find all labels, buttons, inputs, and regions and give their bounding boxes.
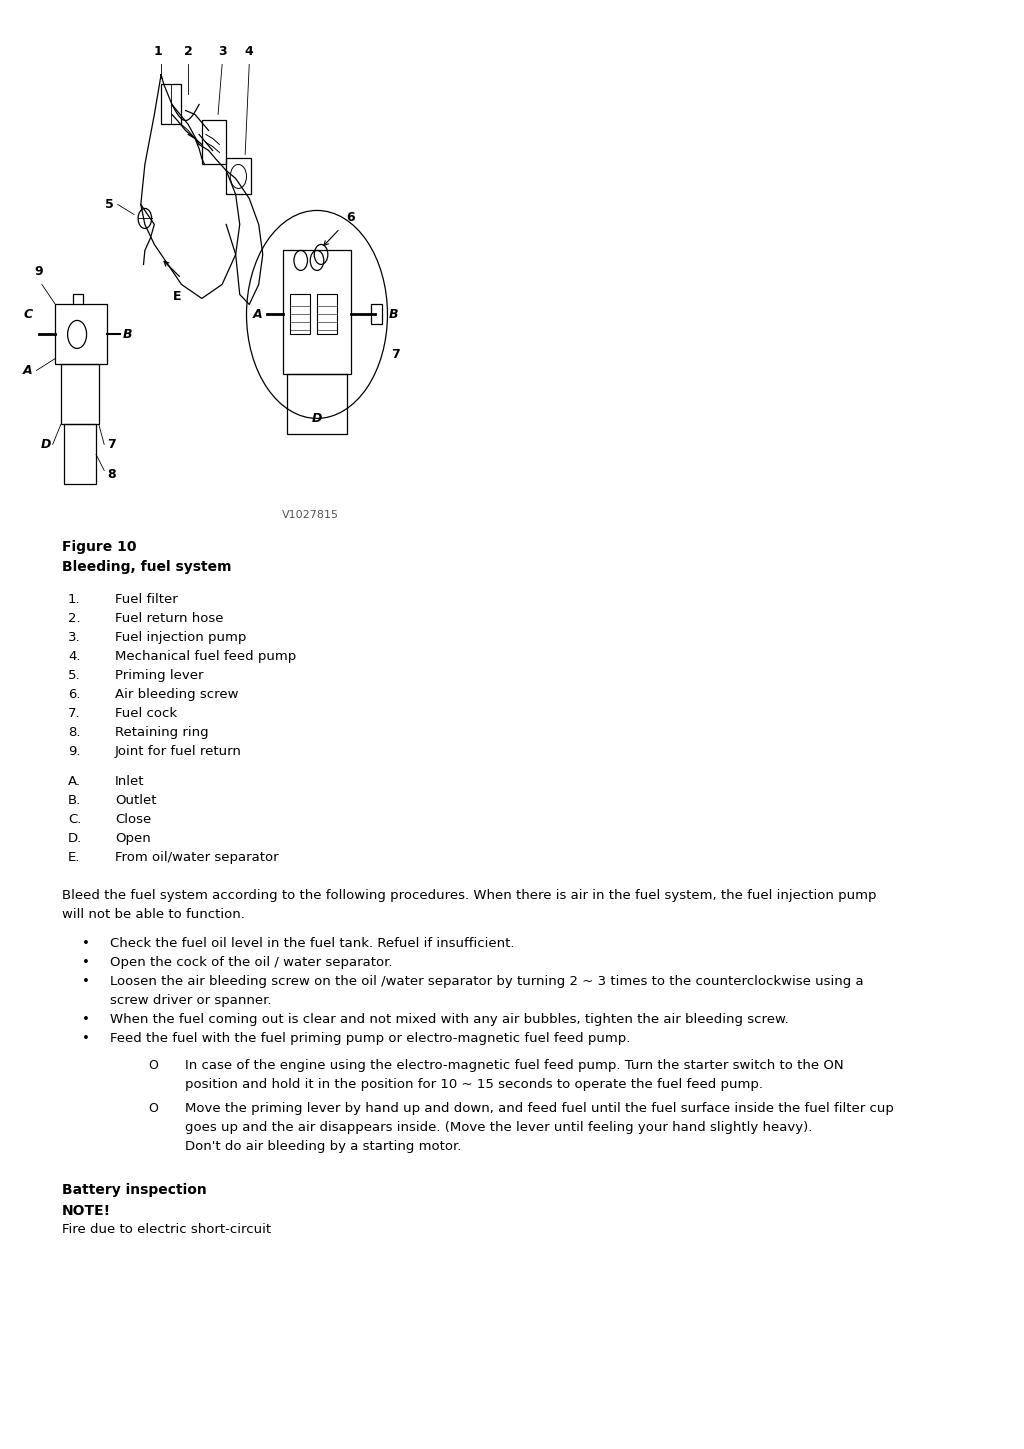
Text: screw driver or spanner.: screw driver or spanner.: [110, 994, 271, 1007]
Text: Close: Close: [115, 813, 152, 826]
Bar: [55, 304, 106, 364]
Text: Bleed the fuel system according to the following procedures. When there is air i: Bleed the fuel system according to the f…: [62, 890, 877, 903]
Text: 6: 6: [346, 212, 355, 225]
Text: O: O: [148, 1103, 158, 1116]
Text: •: •: [82, 956, 90, 969]
Bar: [290, 294, 310, 335]
Text: O: O: [148, 1059, 158, 1072]
Text: 9: 9: [35, 265, 43, 278]
Bar: [283, 251, 351, 374]
Text: In case of the engine using the electro-magnetic fuel feed pump. Turn the starte: In case of the engine using the electro-…: [185, 1059, 844, 1072]
Text: C.: C.: [68, 813, 81, 826]
Text: D.: D.: [68, 832, 82, 845]
Text: 7.: 7.: [68, 707, 81, 720]
Text: D: D: [41, 438, 51, 451]
Text: Battery inspection: Battery inspection: [62, 1184, 207, 1197]
Text: A: A: [253, 309, 263, 320]
Text: •: •: [82, 1013, 90, 1026]
Text: E.: E.: [68, 852, 80, 865]
Text: 8: 8: [106, 468, 116, 481]
Text: 5: 5: [105, 199, 114, 212]
Text: Priming lever: Priming lever: [115, 669, 204, 682]
Text: B: B: [389, 309, 398, 320]
Text: D: D: [311, 412, 323, 425]
Bar: [226, 158, 251, 194]
Text: 1.: 1.: [68, 593, 81, 606]
Text: Fuel cock: Fuel cock: [115, 707, 177, 720]
Text: Inlet: Inlet: [115, 775, 144, 788]
Text: Open the cock of the oil / water separator.: Open the cock of the oil / water separat…: [110, 956, 392, 969]
Text: Fuel return hose: Fuel return hose: [115, 611, 223, 625]
Text: Move the priming lever by hand up and down, and feed fuel until the fuel surface: Move the priming lever by hand up and do…: [185, 1103, 894, 1116]
Text: Joint for fuel return: Joint for fuel return: [115, 745, 242, 758]
Text: 3.: 3.: [68, 630, 81, 643]
Text: goes up and the air disappears inside. (Move the lever until feeling your hand s: goes up and the air disappears inside. (…: [185, 1122, 812, 1135]
Text: Air bleeding screw: Air bleeding screw: [115, 688, 239, 701]
Bar: [202, 120, 226, 164]
Text: 7: 7: [391, 348, 400, 361]
Bar: [317, 294, 337, 335]
Text: Retaining ring: Retaining ring: [115, 726, 209, 739]
Text: When the fuel coming out is clear and not mixed with any air bubbles, tighten th: When the fuel coming out is clear and no…: [110, 1013, 788, 1026]
Text: 2: 2: [184, 45, 193, 58]
Text: will not be able to function.: will not be able to function.: [62, 909, 245, 922]
Text: Check the fuel oil level in the fuel tank. Refuel if insufficient.: Check the fuel oil level in the fuel tan…: [110, 938, 514, 951]
Text: Bleeding, fuel system: Bleeding, fuel system: [62, 559, 231, 574]
Text: Feed the fuel with the fuel priming pump or electro-magnetic fuel feed pump.: Feed the fuel with the fuel priming pump…: [110, 1032, 631, 1045]
Text: 8.: 8.: [68, 726, 81, 739]
Text: 6.: 6.: [68, 688, 81, 701]
Text: 4.: 4.: [68, 651, 81, 664]
Text: From oil/water separator: From oil/water separator: [115, 852, 279, 865]
Text: Outlet: Outlet: [115, 794, 157, 807]
Text: 4: 4: [245, 45, 254, 58]
Text: Fuel injection pump: Fuel injection pump: [115, 630, 247, 643]
Bar: [60, 365, 98, 425]
Text: 7: 7: [106, 438, 116, 451]
Text: •: •: [82, 938, 90, 951]
Text: E: E: [173, 290, 181, 303]
Text: 9.: 9.: [68, 745, 81, 758]
Bar: [287, 374, 347, 435]
Text: Don't do air bleeding by a starting motor.: Don't do air bleeding by a starting moto…: [185, 1140, 462, 1153]
Text: NOTE!: NOTE!: [62, 1204, 112, 1219]
Text: B: B: [123, 327, 133, 341]
Text: position and hold it in the position for 10 ~ 15 seconds to operate the fuel fee: position and hold it in the position for…: [185, 1078, 763, 1091]
Text: 2.: 2.: [68, 611, 81, 625]
Bar: [161, 84, 181, 125]
Text: Mechanical fuel feed pump: Mechanical fuel feed pump: [115, 651, 296, 664]
Text: 1: 1: [154, 45, 163, 58]
Bar: [63, 425, 96, 484]
Text: V1027815: V1027815: [282, 510, 339, 520]
Text: Loosen the air bleeding screw on the oil /water separator by turning 2 ~ 3 times: Loosen the air bleeding screw on the oil…: [110, 975, 863, 988]
Text: Figure 10: Figure 10: [62, 540, 136, 554]
Text: Fire due to electric short-circuit: Fire due to electric short-circuit: [62, 1223, 271, 1236]
Text: Fuel filter: Fuel filter: [115, 593, 178, 606]
Text: A: A: [23, 364, 33, 377]
Text: •: •: [82, 975, 90, 988]
Text: •: •: [82, 1032, 90, 1045]
Text: A.: A.: [68, 775, 81, 788]
Bar: [371, 304, 382, 325]
Text: 3: 3: [218, 45, 226, 58]
Text: C: C: [24, 309, 33, 320]
Text: 5.: 5.: [68, 669, 81, 682]
Text: Open: Open: [115, 832, 151, 845]
Text: B.: B.: [68, 794, 81, 807]
